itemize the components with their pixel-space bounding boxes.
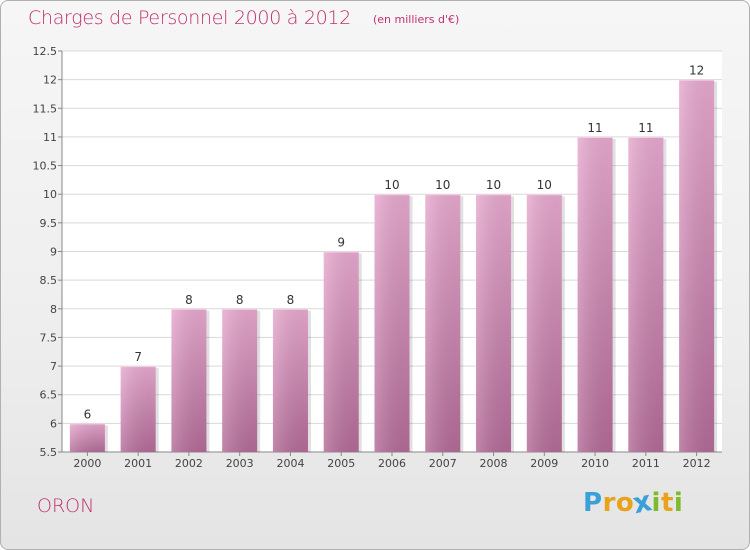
data-label: 6: [84, 407, 92, 421]
data-label: 11: [638, 121, 653, 135]
y-tick-label: 11: [43, 131, 57, 144]
y-tick-label: 9.5: [40, 217, 58, 230]
chart-title: Charges de Personnel 2000 à 2012: [28, 7, 351, 29]
y-tick-label: 8: [50, 303, 57, 316]
bar-highlight: [323, 251, 359, 452]
logo-letter: i: [651, 488, 661, 518]
y-tick-label: 10: [43, 188, 57, 201]
x-tick-label: 2010: [581, 457, 609, 470]
y-tick-label: 7.5: [40, 331, 58, 344]
bar-highlight: [425, 194, 461, 452]
bar-highlight: [272, 308, 308, 452]
chart-subtitle: (en milliers d'€): [373, 13, 460, 26]
y-tick-label: 6.5: [40, 389, 58, 402]
x-tick-label: 2011: [632, 457, 660, 470]
x-tick-label: 2012: [683, 457, 711, 470]
data-label: 11: [587, 121, 602, 135]
x-tick-label: 2002: [175, 457, 203, 470]
data-label: 10: [537, 178, 552, 192]
data-label: 10: [435, 178, 450, 192]
y-tick-label: 12: [43, 74, 57, 87]
x-tick-label: 2003: [226, 457, 254, 470]
data-label: 8: [185, 293, 193, 307]
x-tick-label: 2006: [378, 457, 406, 470]
data-label: 8: [287, 293, 295, 307]
bar-highlight: [679, 79, 715, 453]
bar-highlight: [171, 308, 207, 452]
data-label: 9: [337, 236, 345, 250]
y-tick-label: 8.5: [40, 274, 58, 287]
bar-highlight: [69, 423, 105, 452]
logo-letter: P: [583, 488, 603, 518]
y-tick-label: 11.5: [33, 102, 58, 115]
x-tick-label: 2004: [276, 457, 304, 470]
data-label: 10: [486, 178, 501, 192]
y-tick-label: 10.5: [33, 160, 58, 173]
x-tick-label: 2009: [530, 457, 558, 470]
logo-letter: r: [602, 488, 616, 518]
bar-highlight: [577, 136, 613, 452]
y-tick-label: 9: [50, 246, 57, 259]
bar-highlight: [476, 194, 512, 452]
y-tick-label: 6: [50, 417, 57, 430]
logo-letter: t: [660, 488, 674, 518]
x-tick-label: 2008: [480, 457, 508, 470]
x-tick-label: 2001: [124, 457, 152, 470]
commune-name: ORON: [37, 495, 95, 517]
y-tick-label: 12.5: [33, 45, 58, 58]
y-tick-label: 5.5: [40, 446, 58, 459]
bar-highlight: [222, 308, 258, 452]
x-tick-label: 2007: [429, 457, 457, 470]
bar-highlight: [526, 194, 562, 452]
logo-letter: i: [673, 488, 684, 518]
x-tick-label: 2000: [73, 457, 101, 470]
bar-highlight: [120, 366, 156, 452]
proxiti-logo: Proxiti: [583, 485, 684, 521]
data-label: 7: [134, 350, 142, 364]
data-label: 10: [384, 178, 399, 192]
bar-highlight: [374, 194, 410, 452]
data-label: 8: [236, 293, 244, 307]
data-label: 12: [689, 64, 704, 78]
x-tick-label: 2005: [327, 457, 355, 470]
y-tick-label: 7: [50, 360, 57, 373]
logo-letter: o: [615, 488, 635, 518]
bar-highlight: [628, 136, 664, 452]
